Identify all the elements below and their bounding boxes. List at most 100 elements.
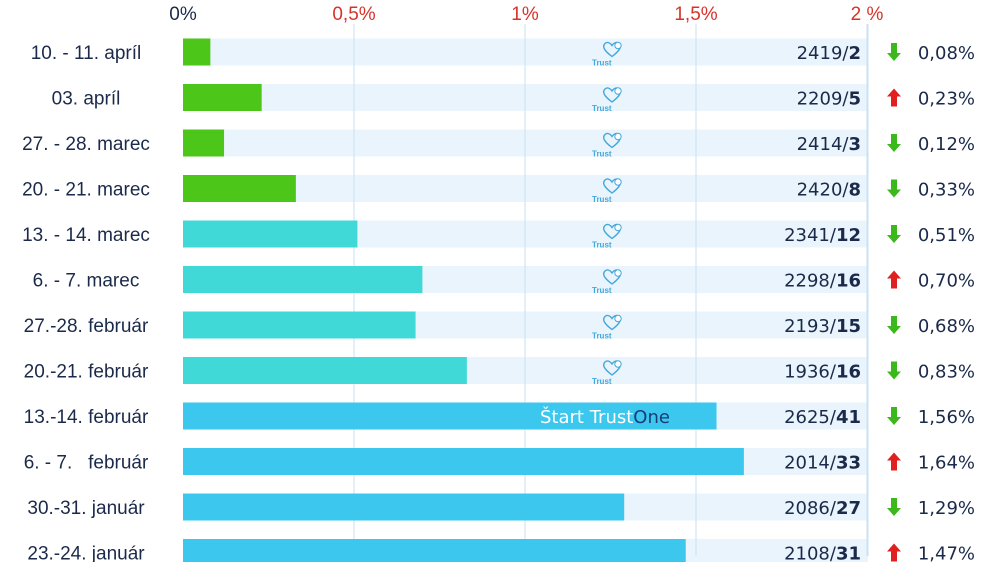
watermark-text: Trust	[592, 150, 612, 159]
tested-count: 2341/	[784, 225, 837, 246]
watermarks: Trust Trust Trust Trust Trust Trust Trust Trust	[592, 41, 622, 386]
watermark-text: Trust	[592, 59, 612, 68]
trustone-watermark: Trust	[592, 132, 622, 159]
arrow-down-icon	[887, 407, 901, 425]
trustone-watermark: Trust	[592, 223, 622, 250]
trustone-watermark: Trust	[592, 360, 622, 386]
tested-count: 2420/	[797, 180, 850, 201]
positive-count: 27	[836, 498, 861, 519]
category-label: 6. - 7. február	[24, 453, 149, 474]
category-label: 30.-31. január	[27, 498, 145, 519]
globe-icon	[614, 132, 622, 141]
value-label: 0,70%	[918, 271, 975, 292]
trustone-watermark: Trust	[592, 87, 622, 113]
tested-count: 2625/	[784, 407, 837, 428]
globe-icon	[614, 223, 622, 232]
positive-count: 16	[836, 362, 861, 383]
trustone-watermark: Trust	[592, 178, 622, 204]
promo-label-part1: Štart Trust	[540, 406, 633, 428]
x-tick-label: 2 %	[851, 4, 884, 25]
tested-count: 2014/	[784, 453, 837, 474]
value-labels: 0,08% 0,23% 0,12% 0,33% 0,51% 0,70% 0,68% 0,83%…	[918, 43, 975, 562]
count-label: 2209/5	[797, 89, 861, 110]
positive-count: 2	[848, 43, 861, 64]
value-label: 0,33%	[918, 180, 975, 201]
count-label: 1936/16	[784, 362, 861, 383]
category-label: 27.-28. február	[24, 316, 149, 337]
arrow-down-icon	[887, 179, 901, 198]
bars	[183, 38, 744, 562]
positive-count: 15	[836, 316, 861, 337]
x-axis-ticks: 0% 0,5% 1% 1,5% 2 %	[169, 4, 883, 25]
arrow-up-icon	[887, 543, 901, 562]
positive-count: 5	[848, 89, 861, 110]
count-label: 2625/41	[784, 407, 861, 428]
bar	[183, 84, 262, 111]
arrow-down-icon	[887, 225, 901, 243]
watermark-text: Trust	[592, 332, 612, 341]
category-label: 10. - 11. apríl	[31, 43, 142, 64]
bar	[183, 311, 416, 339]
category-label: 20.-21. február	[24, 362, 149, 383]
globe-icon	[614, 360, 622, 368]
tested-count: 2419/	[797, 43, 850, 64]
x-tick-label: 1%	[511, 4, 539, 25]
category-labels: 10. - 11. apríl 03. apríl 27. - 28. marec 2…	[22, 43, 150, 562]
category-label: 20. - 21. marec	[22, 180, 150, 201]
count-label: 2014/33	[784, 453, 861, 474]
x-tick-label: 0,5%	[332, 4, 375, 25]
count-labels: 2419/2 2209/5 2414/3 2420/8 2341/12 2298/16 21…	[784, 43, 861, 562]
value-label: 1,64%	[918, 453, 975, 474]
trustone-watermark: Trust	[592, 269, 622, 295]
arrow-down-icon	[887, 361, 901, 380]
value-label: 0,12%	[918, 134, 975, 155]
globe-icon	[614, 87, 622, 95]
tested-count: 2414/	[797, 134, 850, 155]
positive-count: 16	[836, 271, 861, 292]
category-label: 6. - 7. marec	[33, 271, 140, 292]
promo-label: Štart TrustOne	[540, 406, 670, 428]
count-label: 2193/15	[784, 316, 861, 337]
value-label: 0,51%	[918, 225, 975, 246]
arrow-down-icon	[887, 316, 901, 334]
count-label: 2298/16	[784, 271, 861, 292]
watermark-text: Trust	[592, 286, 612, 295]
x-tick-label: 0%	[169, 4, 197, 25]
count-label: 2341/12	[784, 225, 861, 246]
value-label: 1,56%	[918, 407, 975, 428]
trustone-watermark: Trust	[592, 314, 622, 341]
tested-count: 2209/	[797, 89, 850, 110]
watermark-text: Trust	[592, 104, 612, 113]
watermark-text: Trust	[592, 377, 612, 386]
positive-count: 12	[836, 225, 861, 246]
positive-count: 3	[848, 134, 861, 155]
globe-icon	[614, 269, 622, 277]
arrow-up-icon	[887, 88, 901, 107]
bar	[183, 38, 211, 66]
category-label: 27. - 28. marec	[22, 134, 150, 155]
positive-count: 41	[836, 407, 861, 428]
category-label: 13.-14. február	[24, 407, 149, 428]
bar	[183, 357, 467, 384]
positive-count: 8	[848, 180, 861, 201]
globe-icon	[614, 314, 622, 323]
value-label: 1,47%	[918, 544, 975, 562]
value-label: 0,83%	[918, 362, 975, 383]
bar	[183, 220, 358, 248]
count-label: 2108/31	[784, 544, 861, 562]
category-label: 03. apríl	[52, 89, 121, 110]
watermark-text: Trust	[592, 195, 612, 204]
bar	[183, 539, 686, 562]
category-label: 13. - 14. marec	[22, 225, 150, 246]
count-label: 2414/3	[797, 134, 861, 155]
bar	[183, 129, 225, 157]
positive-count: 31	[836, 544, 861, 562]
value-label: 0,08%	[918, 43, 975, 64]
tested-count: 2193/	[784, 316, 837, 337]
trend-arrows	[887, 43, 901, 562]
promo-label-part2: One	[633, 407, 670, 428]
arrow-down-icon	[887, 134, 901, 152]
watermark-text: Trust	[592, 241, 612, 250]
count-label: 2420/8	[797, 180, 861, 201]
